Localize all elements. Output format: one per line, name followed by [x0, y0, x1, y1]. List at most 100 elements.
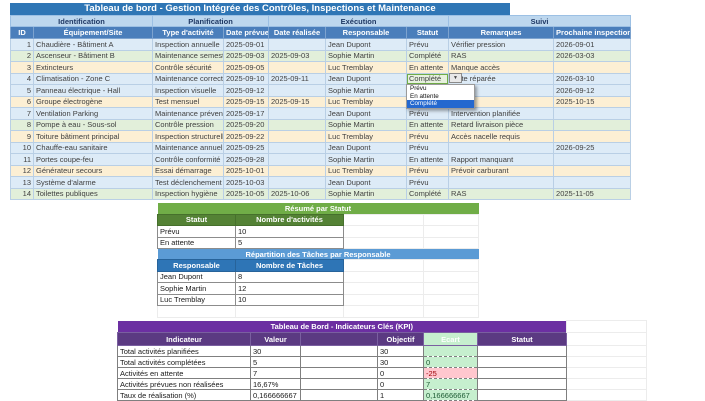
cell-statut[interactable]	[476, 378, 568, 390]
cell-date_realisee[interactable]	[268, 141, 327, 154]
cell-responsable[interactable]: Luc Tremblay	[325, 130, 408, 143]
cell-type[interactable]: Contrôle sécurité	[152, 61, 225, 74]
cell-nombre[interactable]: 5	[235, 236, 344, 249]
cell-date_prevue[interactable]: 2025-09-03	[223, 49, 270, 62]
cell-date_prevue[interactable]: 2025-09-15	[223, 95, 270, 108]
cell-responsable[interactable]: Jean Dupont	[325, 72, 408, 85]
cell-statut[interactable]: Complété	[406, 49, 450, 62]
cell-remarques[interactable]: Retard livraison pièce	[448, 118, 555, 131]
cell-prochaine[interactable]	[553, 176, 632, 189]
cell-responsable[interactable]: Jean Dupont	[325, 141, 408, 154]
cell-indicateur[interactable]: Activités en attente	[117, 367, 251, 379]
cell-remarques[interactable]: Rapport manquant	[448, 153, 555, 166]
cell-responsable[interactable]: Sophie Martin	[157, 282, 236, 295]
cell-remarques[interactable]	[448, 141, 555, 154]
cell-responsable[interactable]: Sophie Martin	[325, 49, 408, 62]
cell-remarques[interactable]: Manque accès	[448, 61, 555, 74]
cell-statut[interactable]: Complété	[406, 72, 450, 85]
cell-equipement[interactable]: Pompe à eau - Sous-sol	[32, 118, 154, 131]
cell-date_prevue[interactable]: 2025-10-01	[223, 164, 270, 177]
cell-date_realisee[interactable]	[268, 61, 327, 74]
cell-type[interactable]: Inspection annuelle	[152, 38, 225, 51]
cell-blank[interactable]	[300, 367, 378, 379]
cell-equipement[interactable]: Portes coupe-feu	[32, 153, 154, 166]
section-suivi[interactable]: Suivi	[448, 15, 632, 27]
cell-date_prevue[interactable]: 2025-10-05	[223, 187, 270, 200]
cell-ecart[interactable]: 0	[423, 356, 478, 368]
cell-date_realisee[interactable]	[268, 107, 327, 120]
cell-date_realisee[interactable]	[268, 38, 327, 51]
cell-type[interactable]: Contrôle pression	[152, 118, 225, 131]
cell-date_realisee[interactable]: 2025-09-03	[268, 49, 327, 62]
cell-valeur[interactable]: 7	[250, 367, 301, 379]
cell-statut[interactable]: En attente	[157, 236, 236, 249]
cell-responsable[interactable]: Luc Tremblay	[325, 95, 408, 108]
dropdown-arrow-icon[interactable]: ▼	[449, 73, 462, 83]
cell-nombre[interactable]: 10	[235, 225, 344, 238]
cell-id[interactable]: 8	[10, 118, 34, 131]
kpi-header-objectif[interactable]: Objectif	[377, 332, 424, 346]
cell-remarques[interactable]: RAS	[448, 49, 555, 62]
repartition-header-nombre-de-taches[interactable]: Nombre de Tâches	[235, 259, 344, 272]
cell-indicateur[interactable]: Activités prévues non réalisées	[117, 378, 251, 390]
dropdown-option-complete[interactable]: Complété	[407, 100, 474, 108]
cell-date_prevue[interactable]: 2025-09-17	[223, 107, 270, 120]
column-header-remarques[interactable]: Remarques	[448, 26, 555, 39]
cell-prochaine[interactable]	[553, 164, 632, 177]
cell-equipement[interactable]: Toiture bâtiment principal	[32, 130, 154, 143]
cell-blank[interactable]	[300, 378, 378, 390]
cell-date_prevue[interactable]: 2025-09-01	[223, 38, 270, 51]
cell-type[interactable]: Essai démarrage	[152, 164, 225, 177]
cell-statut[interactable]: En attente	[406, 118, 450, 131]
cell-statut[interactable]: Prévu	[406, 107, 450, 120]
cell-prochaine[interactable]	[553, 118, 632, 131]
cell-prochaine[interactable]: 2026-03-03	[553, 49, 632, 62]
cell-blank[interactable]	[300, 345, 378, 357]
cell-remarques[interactable]	[448, 176, 555, 189]
cell-nombre[interactable]: 12	[235, 282, 344, 295]
cell-remarques[interactable]: Vérifier pression	[448, 38, 555, 51]
cell-statut[interactable]	[476, 345, 568, 357]
cell-date_realisee[interactable]	[268, 130, 327, 143]
cell-equipement[interactable]: Extincteurs	[32, 61, 154, 74]
column-header-prochaine-inspection[interactable]: Prochaine inspection	[553, 26, 632, 39]
cell-indicateur[interactable]: Total activités complétées	[117, 356, 251, 368]
column-header-responsable[interactable]: Responsable	[325, 26, 408, 39]
cell-type[interactable]: Contrôle conformité	[152, 153, 225, 166]
statut-dropdown-list[interactable]: Prévu En attente Complété	[406, 84, 475, 109]
cell-prochaine[interactable]	[553, 130, 632, 143]
cell-date_prevue[interactable]: 2025-09-10	[223, 72, 270, 85]
cell-equipement[interactable]: Ventilation Parking	[32, 107, 154, 120]
cell-objectif[interactable]: 30	[377, 356, 424, 368]
cell-nombre[interactable]: 10	[235, 293, 344, 306]
cell-id[interactable]: 4	[10, 72, 34, 85]
column-header-date-realisee[interactable]: Date réalisée	[268, 26, 327, 39]
cell-remarques[interactable]: RAS	[448, 187, 555, 200]
cell-responsable[interactable]: Jean Dupont	[157, 270, 236, 283]
cell-statut[interactable]: En attente	[406, 61, 450, 74]
cell-responsable[interactable]: Jean Dupont	[325, 38, 408, 51]
cell-type[interactable]: Inspection structurelle	[152, 130, 225, 143]
cell-prochaine[interactable]: 2025-10-15	[553, 95, 632, 108]
cell-responsable[interactable]: Luc Tremblay	[157, 293, 236, 306]
cell-equipement[interactable]: Climatisation - Zone C	[32, 72, 154, 85]
cell-valeur[interactable]: 16,67%	[250, 378, 301, 390]
cell-id[interactable]: 11	[10, 153, 34, 166]
section-identification[interactable]: Identification	[9, 15, 154, 27]
cell-prochaine[interactable]: 2026-03-10	[553, 72, 632, 85]
cell-responsable[interactable]: Sophie Martin	[325, 118, 408, 131]
cell-equipement[interactable]: Groupe électrogène	[32, 95, 154, 108]
cell-statut[interactable]: Prévu	[406, 176, 450, 189]
column-header-type-d-activite[interactable]: Type d'activité	[152, 26, 225, 39]
kpi-header-valeur[interactable]: Valeur	[250, 332, 301, 346]
cell-type[interactable]: Maintenance semestrielle	[152, 49, 225, 62]
cell-statut[interactable]: Prévu	[406, 38, 450, 51]
cell-date_realisee[interactable]: 2025-09-15	[268, 95, 327, 108]
cell-date_realisee[interactable]	[268, 84, 327, 97]
cell-statut[interactable]	[476, 389, 568, 401]
cell-prochaine[interactable]: 2026-09-12	[553, 84, 632, 97]
cell-blank[interactable]	[300, 389, 378, 401]
kpi-header-statut[interactable]: Statut	[476, 332, 568, 346]
cell-prochaine[interactable]	[553, 61, 632, 74]
section-execution[interactable]: Exécution	[268, 15, 450, 27]
